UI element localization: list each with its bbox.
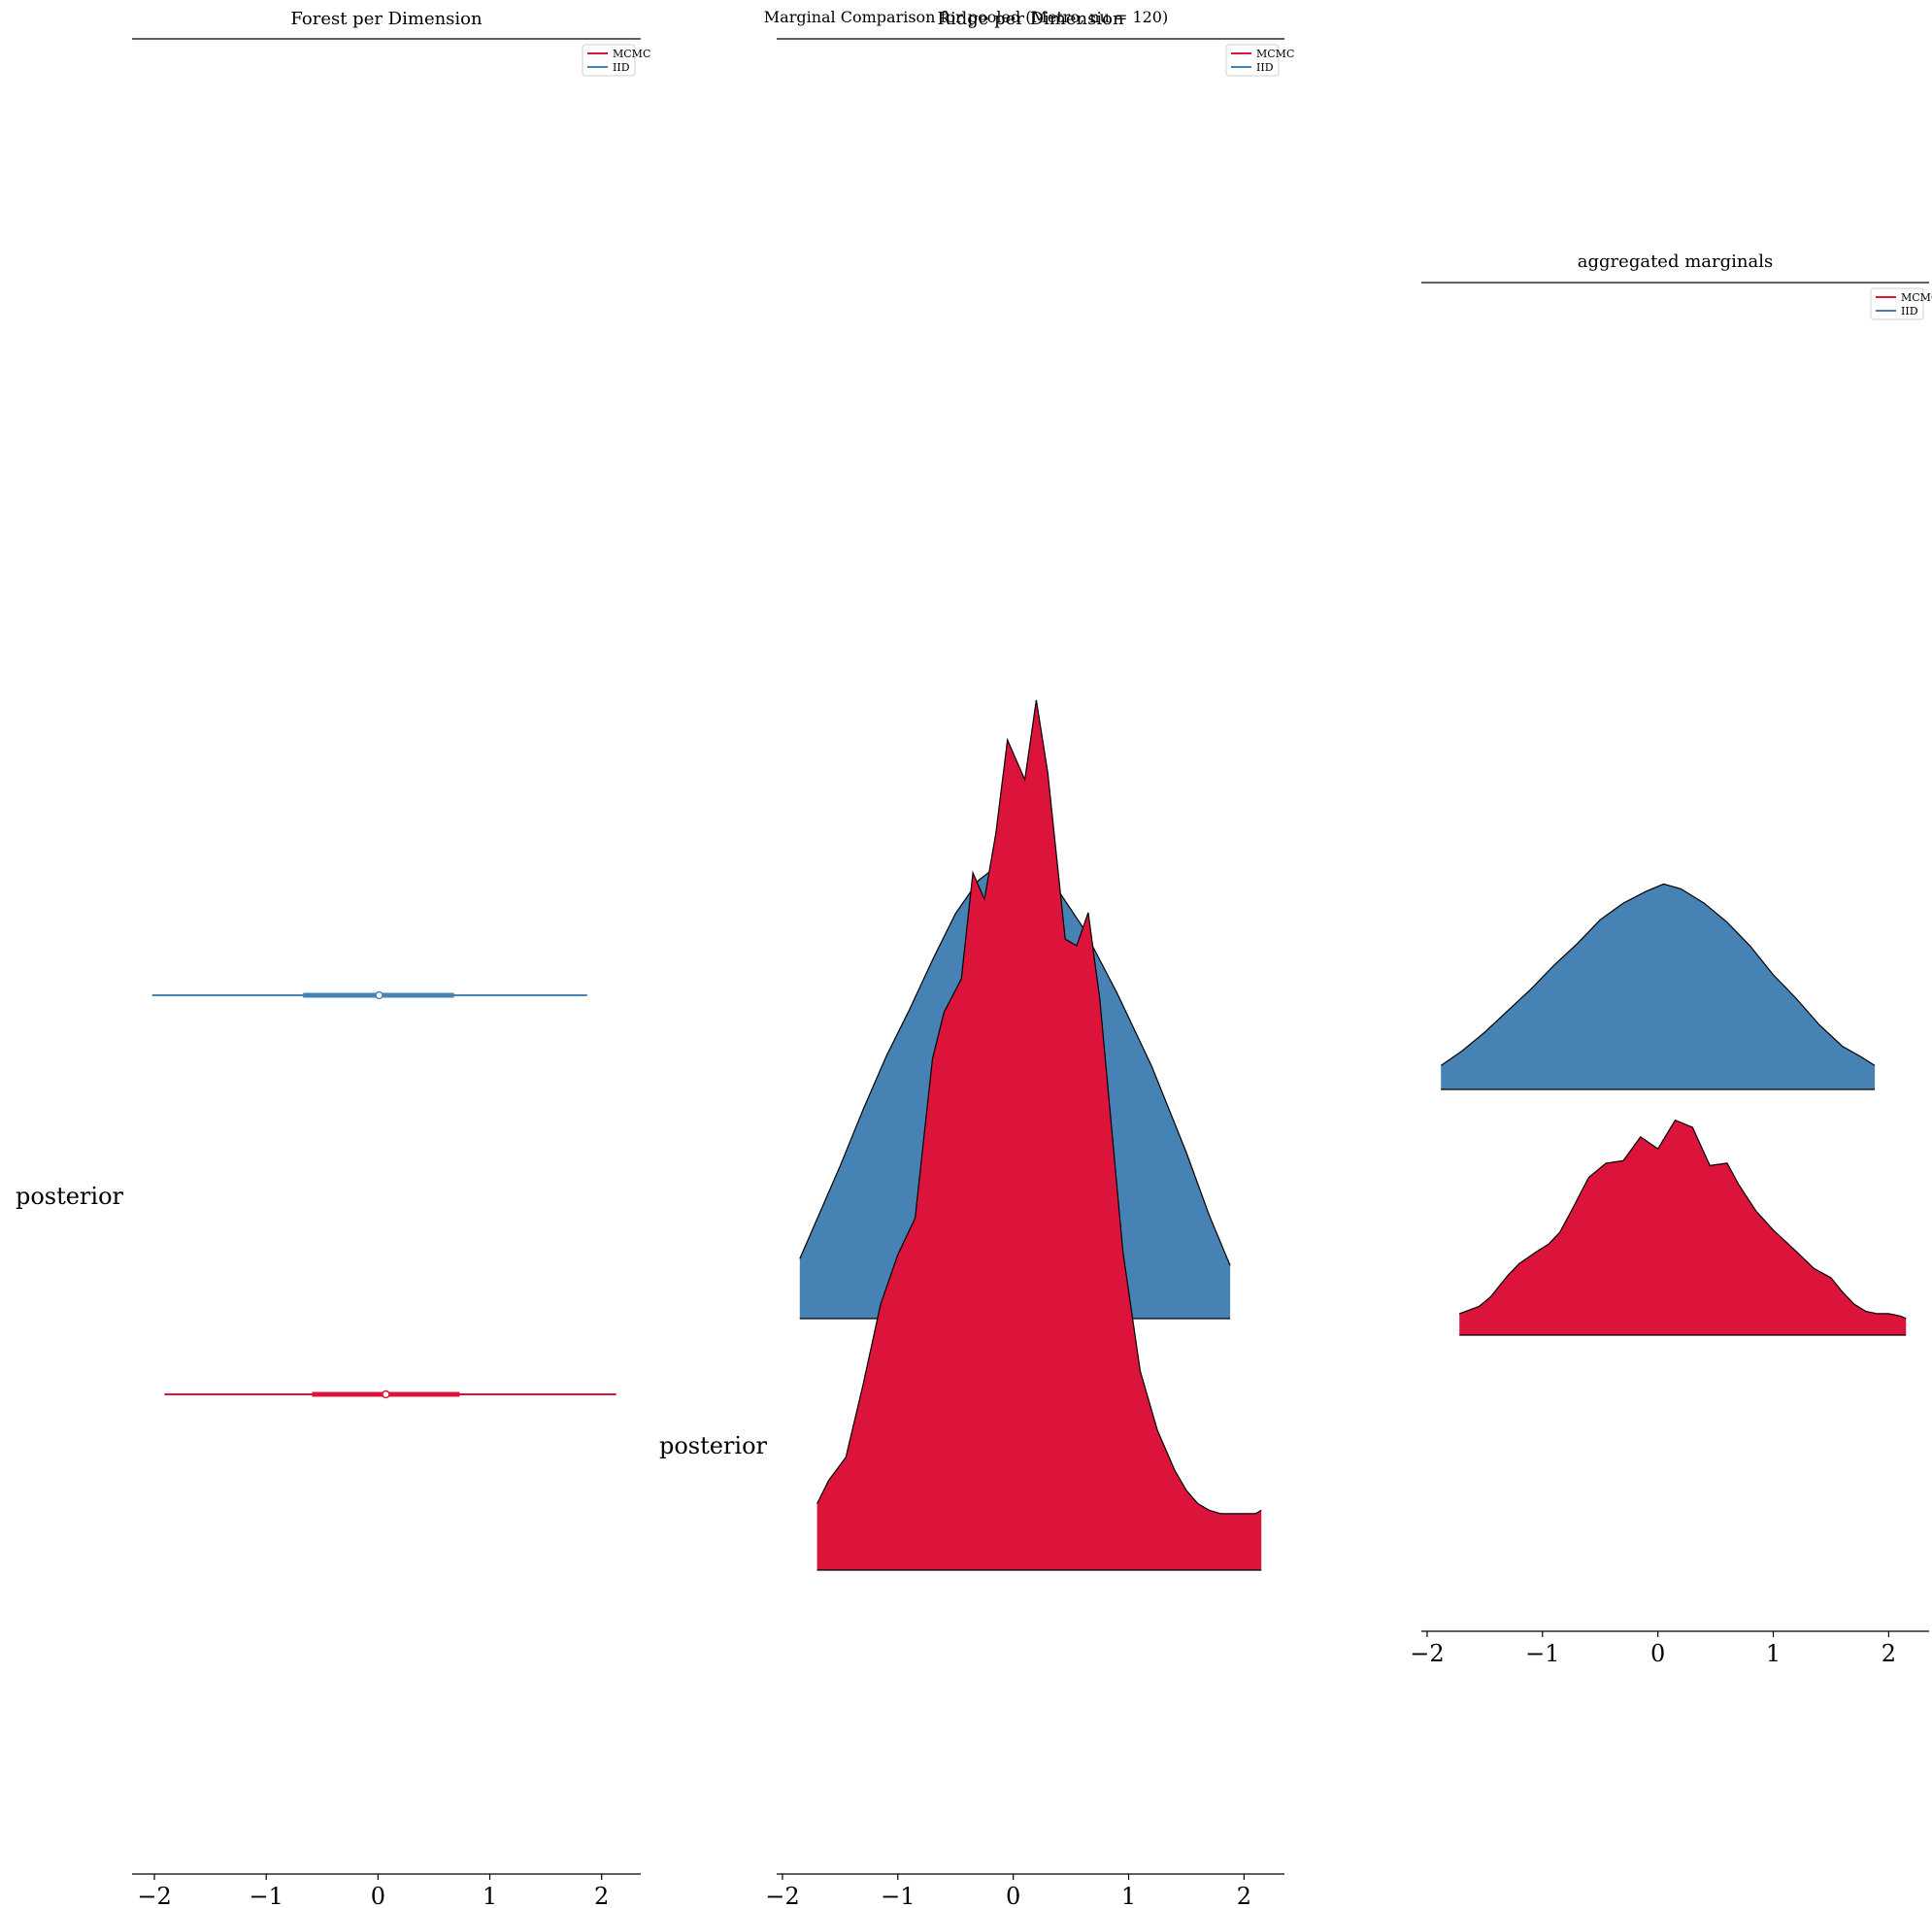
x-tick-label: −1 xyxy=(1525,1640,1559,1667)
y-category-label: posterior xyxy=(16,1183,124,1210)
x-tick-label: −2 xyxy=(1410,1640,1444,1667)
ridge-fill xyxy=(1459,1120,1907,1335)
panel-title: Ridge per Dimension xyxy=(937,9,1124,29)
x-tick-label: −2 xyxy=(765,1883,799,1908)
x-tick-label: 0 xyxy=(1006,1883,1020,1908)
ridge-outline xyxy=(816,699,1262,1515)
legend-entry: MCMC xyxy=(1901,291,1932,304)
forest-median-point xyxy=(382,1389,390,1399)
x-tick-label: −1 xyxy=(881,1883,915,1908)
ridge-outline xyxy=(1440,883,1876,1066)
x-tick-label: 1 xyxy=(1766,1640,1781,1667)
ridge-outline xyxy=(1458,1119,1907,1320)
ridge-fill xyxy=(816,700,1262,1570)
legend-entry: IID xyxy=(1901,305,1918,318)
figure-suptitle: Marginal Comparison for pooled (Metro, n… xyxy=(764,8,1168,26)
forest-median-point xyxy=(375,990,383,1000)
x-tick-label: 2 xyxy=(1882,1640,1896,1667)
x-tick-label: 0 xyxy=(371,1883,385,1908)
x-tick-label: 1 xyxy=(1121,1883,1136,1908)
panel-title: aggregated marginals xyxy=(1578,251,1773,272)
legend-entry: IID xyxy=(1256,61,1274,74)
panel-title: Forest per Dimension xyxy=(290,9,483,29)
x-tick-label: 1 xyxy=(483,1883,497,1908)
x-tick-label: 0 xyxy=(1650,1640,1665,1667)
x-tick-label: 2 xyxy=(594,1883,609,1908)
legend-entry: IID xyxy=(613,61,630,74)
y-category-label: posterior xyxy=(659,1432,768,1459)
legend-entry: MCMC xyxy=(613,48,650,60)
x-tick-label: 2 xyxy=(1237,1883,1251,1908)
legend-entry: MCMC xyxy=(1256,48,1294,60)
x-tick-label: −1 xyxy=(250,1883,283,1908)
x-tick-label: −2 xyxy=(137,1883,171,1908)
ridge-fill xyxy=(1441,884,1876,1089)
